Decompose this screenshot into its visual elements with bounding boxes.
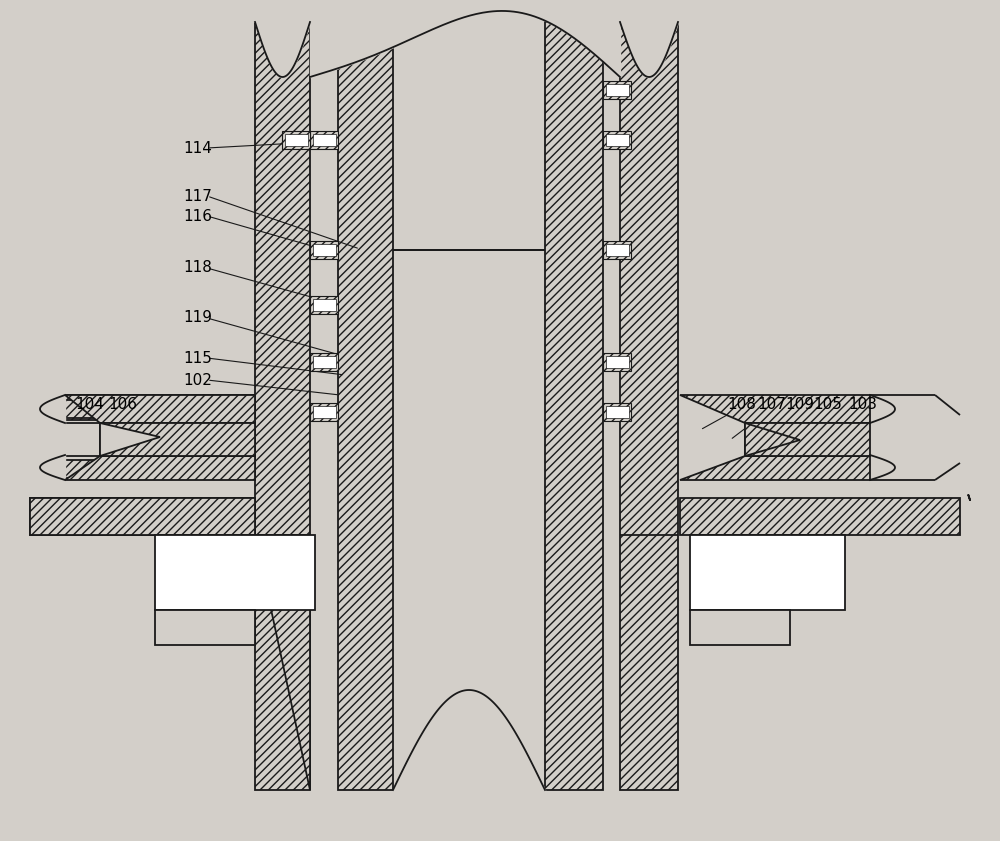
Text: 109: 109 <box>785 396 814 411</box>
Polygon shape <box>680 498 960 535</box>
Bar <box>313 299 336 311</box>
Polygon shape <box>310 296 338 314</box>
Polygon shape <box>255 535 310 790</box>
Bar <box>606 406 629 418</box>
Text: 104: 104 <box>75 396 104 411</box>
Bar <box>253 17 312 23</box>
Text: 105: 105 <box>813 396 842 411</box>
Text: 117: 117 <box>183 188 212 204</box>
Polygon shape <box>255 22 310 790</box>
Bar <box>690 610 790 645</box>
Text: 107: 107 <box>757 396 786 411</box>
Bar <box>313 244 336 256</box>
Polygon shape <box>603 131 631 149</box>
Text: 116: 116 <box>183 209 212 224</box>
Polygon shape <box>65 456 255 480</box>
Polygon shape <box>65 400 255 418</box>
Text: 103: 103 <box>848 396 877 411</box>
Polygon shape <box>30 498 255 535</box>
Bar <box>618 17 680 23</box>
Polygon shape <box>620 22 678 790</box>
Text: 119: 119 <box>183 310 212 325</box>
Bar <box>285 134 308 146</box>
Polygon shape <box>60 395 255 420</box>
Polygon shape <box>745 423 800 456</box>
Bar <box>606 244 629 256</box>
Bar <box>155 610 255 645</box>
Bar <box>606 84 629 96</box>
Polygon shape <box>603 81 631 99</box>
Bar <box>606 134 629 146</box>
Polygon shape <box>65 395 255 423</box>
Polygon shape <box>310 131 338 149</box>
Bar <box>690 535 845 610</box>
Polygon shape <box>603 403 631 421</box>
Polygon shape <box>282 131 310 149</box>
Polygon shape <box>65 460 255 478</box>
Polygon shape <box>310 403 338 421</box>
Bar <box>313 406 336 418</box>
Polygon shape <box>310 353 338 371</box>
Polygon shape <box>680 456 870 480</box>
Bar <box>313 356 336 368</box>
Polygon shape <box>30 498 255 535</box>
Polygon shape <box>603 353 631 371</box>
Text: 118: 118 <box>183 261 212 276</box>
Polygon shape <box>100 423 160 456</box>
Polygon shape <box>745 423 870 456</box>
Polygon shape <box>310 241 338 259</box>
Bar <box>606 356 629 368</box>
Text: 114: 114 <box>183 140 212 156</box>
Bar <box>155 535 315 610</box>
Polygon shape <box>100 423 255 456</box>
Bar <box>313 134 336 146</box>
Polygon shape <box>338 22 393 790</box>
Polygon shape <box>603 241 631 259</box>
Text: 115: 115 <box>183 351 212 366</box>
Text: 102: 102 <box>183 373 212 388</box>
Polygon shape <box>545 22 603 790</box>
Text: 108: 108 <box>727 396 756 411</box>
Text: 106: 106 <box>108 396 137 411</box>
Polygon shape <box>680 395 870 423</box>
